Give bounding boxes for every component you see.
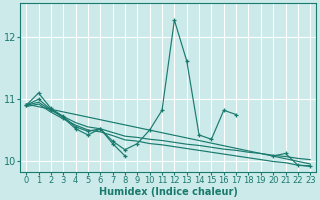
X-axis label: Humidex (Indice chaleur): Humidex (Indice chaleur): [99, 187, 238, 197]
